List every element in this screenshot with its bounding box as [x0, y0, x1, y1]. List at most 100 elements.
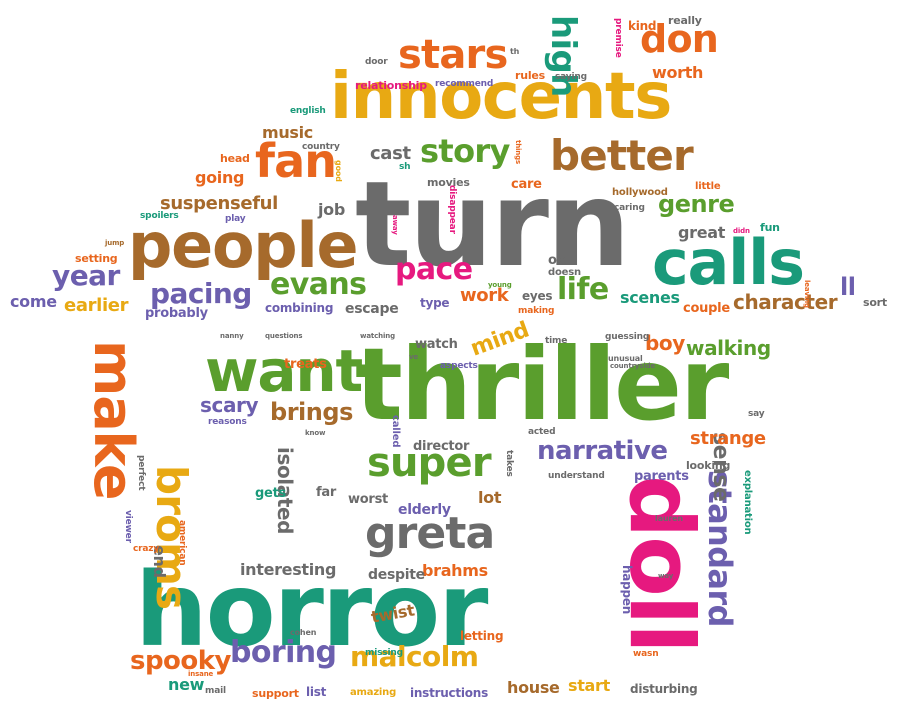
- word: called: [390, 415, 401, 448]
- word: looking: [686, 459, 731, 472]
- word: elderly: [398, 502, 451, 518]
- word: want: [205, 337, 363, 405]
- word: list: [306, 685, 327, 699]
- word: scary: [200, 393, 259, 417]
- word: work: [460, 285, 509, 306]
- word: unusual: [608, 354, 643, 363]
- word: come: [10, 292, 57, 311]
- word: making: [518, 306, 555, 316]
- word: hollywood: [612, 187, 668, 198]
- word: combining: [265, 301, 334, 315]
- word: setting: [75, 252, 118, 265]
- word: premise: [613, 18, 623, 58]
- word: horror: [135, 551, 488, 670]
- word: doesn: [548, 267, 581, 278]
- word: nanny: [220, 332, 244, 340]
- word: walking: [686, 336, 771, 360]
- word: away: [391, 215, 399, 235]
- word: rules: [515, 69, 545, 82]
- word: say: [748, 409, 765, 419]
- word: treats: [284, 357, 327, 372]
- word: story: [420, 132, 510, 170]
- word: american: [177, 520, 187, 566]
- word: movies: [427, 176, 470, 189]
- word: cohen: [290, 628, 317, 637]
- word: play: [225, 214, 246, 224]
- word: leaving: [803, 280, 811, 308]
- word: evans: [270, 267, 367, 302]
- word: escape: [345, 301, 399, 317]
- word: interesting: [240, 560, 337, 579]
- word: boy: [645, 331, 685, 355]
- word: little: [695, 181, 721, 192]
- word: suspenseful: [160, 193, 278, 214]
- word: despite: [368, 567, 425, 583]
- word: insane: [188, 670, 214, 678]
- word: support: [252, 687, 299, 700]
- word: countryside: [610, 362, 656, 370]
- word: mail: [205, 686, 226, 696]
- word: scenes: [620, 288, 680, 307]
- word: reasons: [208, 417, 247, 427]
- word: crazy: [133, 544, 160, 554]
- word: letting: [460, 629, 504, 643]
- word: brings: [270, 398, 353, 426]
- word: understand: [548, 471, 605, 481]
- word: door: [365, 57, 388, 67]
- word: ll: [840, 273, 856, 301]
- word: know: [305, 429, 326, 437]
- word: probably: [145, 306, 208, 321]
- word: sh: [399, 162, 411, 172]
- word: people: [128, 209, 359, 282]
- word: kind: [628, 19, 657, 33]
- word: saying: [555, 72, 587, 82]
- word: spoilers: [140, 211, 179, 221]
- word: music: [262, 123, 313, 142]
- word: narrative: [537, 436, 668, 466]
- word: pace: [395, 252, 473, 287]
- word: calls: [652, 226, 805, 299]
- word: sort: [863, 296, 887, 309]
- word: boring: [230, 635, 337, 670]
- word: make: [82, 340, 145, 500]
- word: acted: [528, 427, 556, 437]
- word: couple: [683, 301, 730, 316]
- word: english: [290, 106, 326, 116]
- word: happen: [620, 565, 634, 615]
- word: didn: [733, 227, 750, 235]
- word: greta: [365, 508, 495, 559]
- word: disturbing: [630, 682, 698, 696]
- word: worth: [652, 63, 704, 82]
- word: watching: [360, 332, 395, 340]
- word: guessing: [605, 332, 650, 342]
- word: explanation: [742, 470, 753, 535]
- word: earlier: [64, 295, 129, 316]
- word: head: [220, 152, 250, 165]
- word: young: [488, 281, 512, 289]
- word: things: [514, 140, 522, 165]
- word: wasn: [633, 649, 659, 659]
- word: type: [420, 296, 450, 310]
- word: questions: [265, 332, 303, 340]
- word: good: [334, 160, 343, 182]
- word: ok: [548, 253, 566, 268]
- word: takes: [504, 450, 514, 477]
- word: going: [195, 168, 245, 187]
- word: innocents: [330, 60, 672, 134]
- word: house: [507, 678, 560, 697]
- word: eyes: [522, 289, 553, 303]
- word: character: [733, 290, 838, 314]
- word: time: [545, 336, 568, 346]
- word: really: [668, 14, 702, 27]
- word: high: [543, 15, 583, 97]
- word: brahms: [422, 561, 488, 580]
- word: parents: [634, 469, 689, 484]
- word: watch: [415, 337, 458, 352]
- word: missing: [365, 648, 403, 658]
- word: job: [318, 200, 345, 219]
- word: aspects: [440, 361, 478, 371]
- word: new: [168, 675, 205, 694]
- word: fun: [760, 221, 780, 234]
- word: worst: [348, 492, 389, 507]
